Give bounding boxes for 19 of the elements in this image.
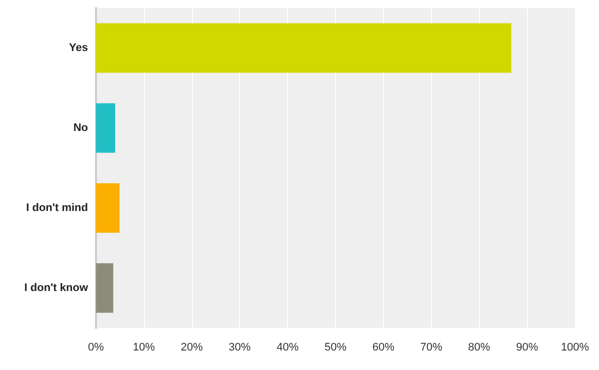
x-tick-label: 10% [132,342,156,354]
bar [96,183,120,233]
x-tick-label: 70% [420,342,443,354]
x-tick-label: 20% [180,342,204,354]
x-tick-label: 80% [468,342,490,354]
y-tick-label: I don't know [24,282,88,294]
y-tick-label: Yes [69,42,88,54]
x-tick-label: 50% [324,342,347,354]
y-tick-label: I don't mind [26,202,88,214]
x-tick-label: 100% [560,342,590,354]
x-tick-label: 90% [516,342,538,354]
x-tick-label: 60% [372,342,395,354]
bar [96,23,512,73]
y-tick-label: No [73,122,88,134]
x-tick-label: 40% [276,342,299,354]
x-tick-label: 30% [228,342,251,354]
x-tick-label: 0% [88,342,104,354]
bar [96,103,116,153]
bar [96,263,114,313]
